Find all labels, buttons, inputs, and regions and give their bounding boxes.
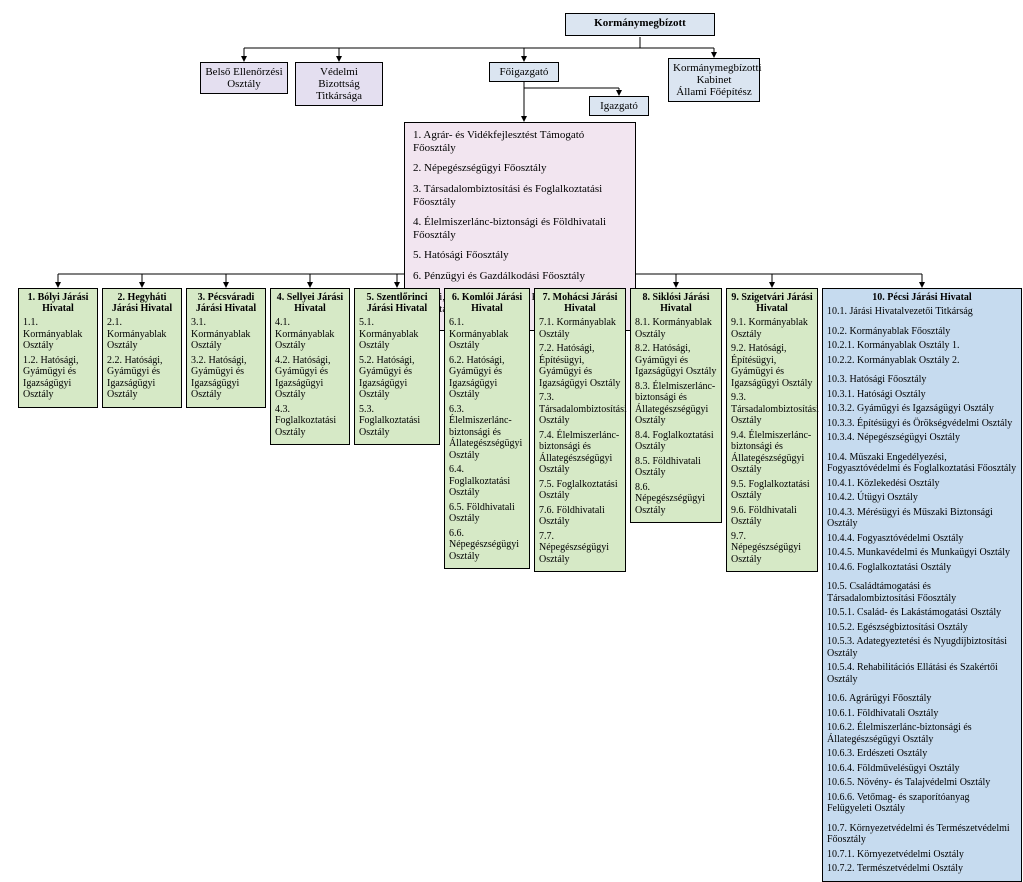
root-box: Kormánymegbízott — [565, 13, 715, 36]
district-box-10: 10. Pécsi Járási Hivatal10.1. Járási Hiv… — [822, 288, 1022, 882]
org-chart: Kormánymegbízott Belső Ellenőrzési Osztál… — [10, 10, 1013, 735]
district-box-6: 6. Komlói Járási Hivatal6.1. Kormányabla… — [444, 288, 530, 569]
left-box-b: Védelmi Bizottság Titkársága — [295, 62, 383, 106]
district-box-8: 8. Siklósi Járási Hivatal8.1. Kormányabl… — [630, 288, 722, 523]
district-box-7: 7. Mohácsi Járási Hivatal7.1. Kormányabl… — [534, 288, 626, 572]
district-box-4: 4. Sellyei Járási Hivatal4.1. Kormányabl… — [270, 288, 350, 445]
district-box-1: 1. Bólyi Járási Hivatal1.1. Kormányablak… — [18, 288, 98, 408]
district-box-5: 5. Szentlőrinci Járási Hivatal5.1. Kormá… — [354, 288, 440, 445]
igazgato-box: Igazgató — [589, 96, 649, 116]
district-box-2: 2. Hegyháti Járási Hivatal2.1. Kormányab… — [102, 288, 182, 408]
left-box-a: Belső Ellenőrzési Osztály — [200, 62, 288, 94]
foigazgato-box: Főigazgató — [489, 62, 559, 82]
district-box-9: 9. Szigetvári Járási Hivatal9.1. Kormány… — [726, 288, 818, 572]
district-box-3: 3. Pécsváradi Járási Hivatal3.1. Kormány… — [186, 288, 266, 408]
right-box: KormánymegbízottiKabinetÁllami Főépítész — [668, 58, 760, 102]
